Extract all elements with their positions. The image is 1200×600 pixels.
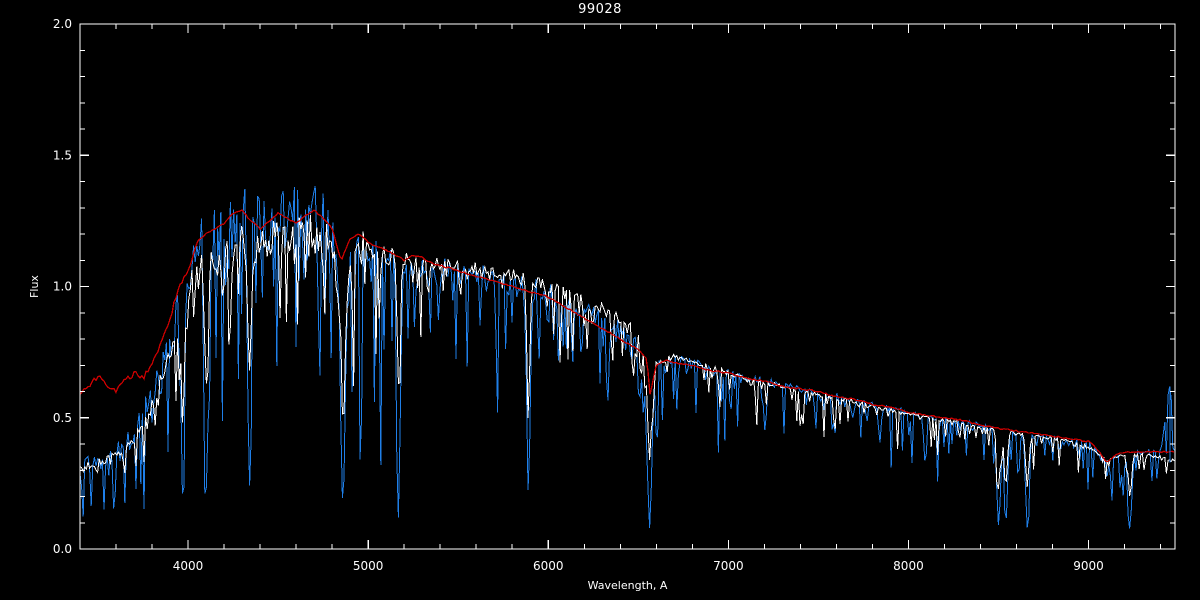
x-tick-label: 5000 bbox=[353, 559, 384, 573]
y-tick-label: 1.5 bbox=[53, 148, 72, 162]
y-tick-label: 0.5 bbox=[53, 411, 72, 425]
series-model-continuum bbox=[79, 209, 1175, 463]
y-tick-label: 2.0 bbox=[53, 17, 72, 31]
x-tick-label: 4000 bbox=[173, 559, 204, 573]
series-synthetic-spectrum-blue bbox=[79, 186, 1175, 529]
x-tick-label: 8000 bbox=[893, 559, 924, 573]
y-tick-label: 1.0 bbox=[53, 280, 72, 294]
x-tick-label: 9000 bbox=[1073, 559, 1104, 573]
plot-frame bbox=[79, 23, 1176, 550]
series-observed-spectrum-white bbox=[79, 214, 1175, 496]
y-axis-label: Flux bbox=[28, 275, 41, 298]
x-tick-label: 6000 bbox=[533, 559, 564, 573]
page-title: 99028 bbox=[578, 2, 622, 17]
y-tick-label: 0.0 bbox=[53, 542, 72, 556]
x-axis-label: Wavelength, A bbox=[588, 579, 668, 592]
x-tick-label: 7000 bbox=[713, 559, 744, 573]
